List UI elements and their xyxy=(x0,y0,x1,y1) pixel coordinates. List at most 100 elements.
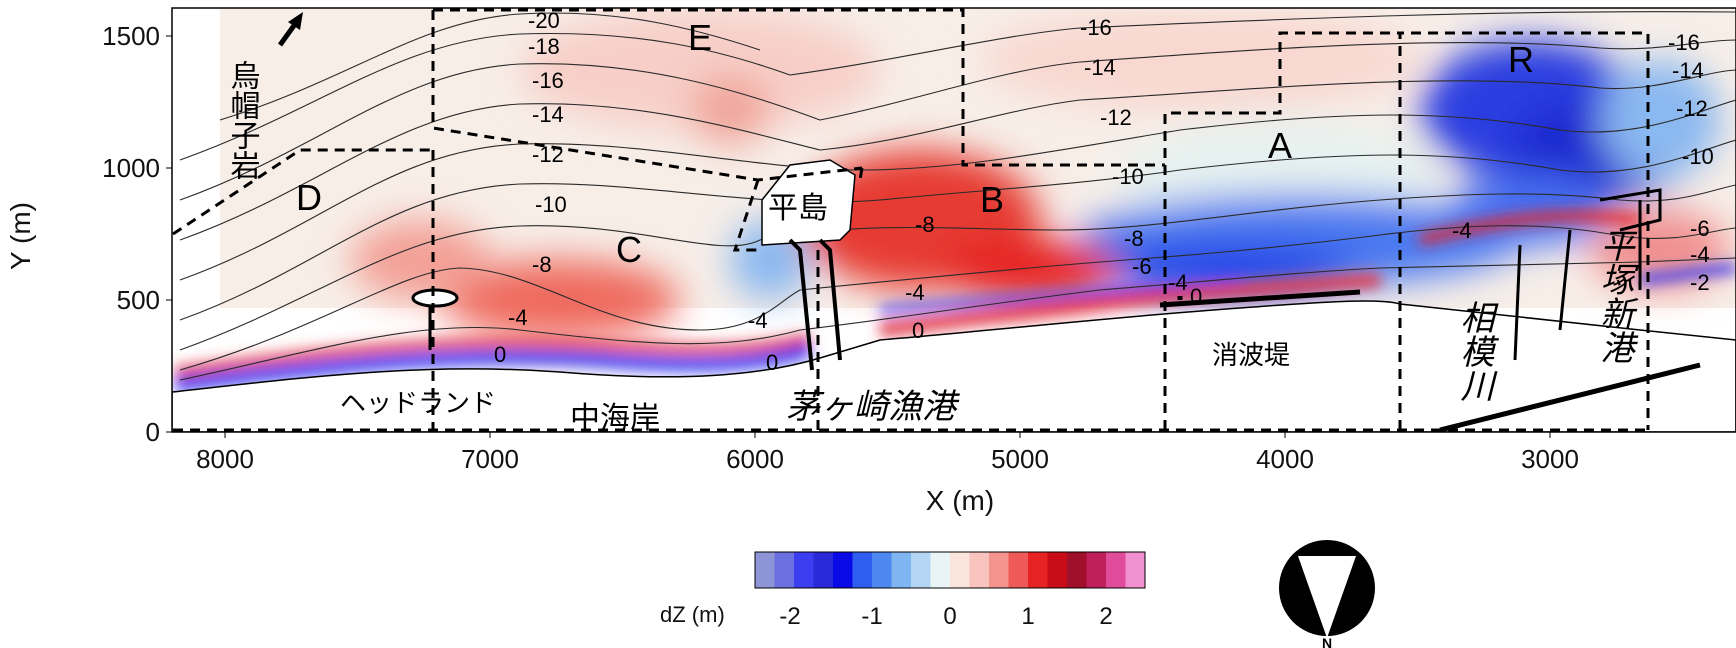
place-names: 烏帽子岩 平島 ヘッドランド 中海岸 茅ヶ崎漁港 消波堤 相模川 平塚新港 xyxy=(225,60,1635,436)
colorbar-cell xyxy=(1028,552,1048,588)
contour-label: -4 xyxy=(1690,242,1710,267)
colorbar-cell xyxy=(950,552,970,588)
contour-label: -4 xyxy=(1452,218,1472,243)
contour-label: -4 xyxy=(508,305,528,330)
contour-label: -12 xyxy=(1676,96,1708,121)
contour-label: -10 xyxy=(1112,164,1144,189)
colorbar-cell xyxy=(755,552,775,588)
label-hiratsuka-new-port: 平塚新港 xyxy=(1594,228,1634,364)
colorbar-cells xyxy=(755,552,1146,588)
colorbar-cell xyxy=(833,552,853,588)
contour-label: -6 xyxy=(1690,216,1710,241)
contour-label: -14 xyxy=(532,102,564,127)
label-chigasaki-port: 茅ヶ崎漁港 xyxy=(786,387,960,427)
contour-label: -14 xyxy=(1672,58,1704,83)
contour-label: -16 xyxy=(1080,15,1112,40)
x-tick: 7000 xyxy=(461,444,519,474)
label-breakwater: 消波堤 xyxy=(1212,341,1290,371)
colorbar-tick: 2 xyxy=(1099,603,1112,630)
region-label-b: B xyxy=(980,179,1004,220)
contour-label: -14 xyxy=(1084,55,1116,80)
x-tick: 8000 xyxy=(196,444,254,474)
colorbar-tick: -2 xyxy=(779,603,800,630)
x-tick: 4000 xyxy=(1256,444,1314,474)
contour-labels: -20 -18 -16 -14 -12 -10 -8 -4 0 -4 0 -8 … xyxy=(494,8,1714,375)
contour-label: -4 xyxy=(905,280,925,305)
colorbar: dZ (m) -2 -1 0 1 2 xyxy=(660,551,1146,630)
y-axis-title: Y (m) xyxy=(5,202,36,270)
region-labels: A B C D E R xyxy=(296,17,1534,270)
contour-label: 0 xyxy=(1190,284,1202,309)
label-headland: ヘッドランド xyxy=(340,389,496,419)
contour-label: -6 xyxy=(1132,254,1152,279)
label-eboshi-rock: 烏帽子岩 xyxy=(225,60,261,180)
colorbar-cell xyxy=(930,552,951,588)
colorbar-cell xyxy=(794,552,814,588)
contour-label: 0 xyxy=(766,350,778,375)
plot-frame xyxy=(171,7,1736,433)
region-label-a: A xyxy=(1268,125,1292,166)
contour-label: -4 xyxy=(1168,270,1188,295)
colorbar-cell xyxy=(774,552,795,588)
eboshi-rock-arrow xyxy=(277,12,303,47)
north-label: N xyxy=(1322,635,1332,648)
colorbar-cell xyxy=(852,552,873,588)
colorbar-cell xyxy=(1047,552,1068,588)
contour-label: -18 xyxy=(528,34,560,59)
colorbar-frame xyxy=(754,551,1146,589)
x-tick: 3000 xyxy=(1521,444,1579,474)
label-sagami-river: 相模川 xyxy=(1454,300,1494,402)
label-naka-kaigan: 中海岸 xyxy=(570,401,660,436)
contour-label: -16 xyxy=(1668,30,1700,55)
plot-area xyxy=(172,8,1736,432)
colorbar-cell xyxy=(969,552,990,588)
x-tick: 6000 xyxy=(726,444,784,474)
railway-line xyxy=(1439,362,1701,432)
contour-label: -10 xyxy=(535,192,567,217)
region-label-d: D xyxy=(296,177,322,218)
y-tick: 1500 xyxy=(102,21,160,51)
nearshore-bands xyxy=(174,211,1736,392)
colorbar-cell xyxy=(1008,552,1029,588)
colorbar-tick: -1 xyxy=(861,603,882,630)
contour-label: -8 xyxy=(1124,226,1144,251)
contour-label: -8 xyxy=(915,212,935,237)
contour-label: -12 xyxy=(1100,105,1132,130)
hiratsuka-port-jetty xyxy=(1599,188,1662,232)
y-tick: 1000 xyxy=(102,153,160,183)
colorbar-cell xyxy=(813,552,834,588)
chigasaki-port-breakwater xyxy=(788,238,842,371)
y-tick: 0 xyxy=(146,417,160,447)
contour-label: -10 xyxy=(1682,144,1714,169)
y-tick: 500 xyxy=(117,285,160,315)
colorbar-cell xyxy=(891,552,912,588)
contour-label: -12 xyxy=(532,142,564,167)
colorbar-cell xyxy=(1106,552,1126,588)
contour-label: 0 xyxy=(912,318,924,343)
dz-color-field xyxy=(350,10,1730,340)
x-tick: 5000 xyxy=(991,444,1049,474)
contour-label: -16 xyxy=(532,68,564,93)
colorbar-cell xyxy=(1067,552,1087,588)
x-axis: 8000 7000 6000 5000 4000 3000 X (m) xyxy=(196,432,1579,516)
hiratsuka-island xyxy=(761,159,856,246)
contour-label: 0 xyxy=(494,342,506,367)
north-arrow: N xyxy=(1279,540,1375,648)
x-axis-title: X (m) xyxy=(926,485,994,516)
region-boundaries xyxy=(172,8,1650,432)
contour-label: -4 xyxy=(748,308,768,333)
colorbar-cell xyxy=(872,552,892,588)
headland-structure xyxy=(411,288,459,308)
colorbar-cell xyxy=(1086,552,1107,588)
depth-contours xyxy=(179,11,1736,381)
contour-label: -20 xyxy=(528,8,560,33)
contour-label: -2 xyxy=(1690,270,1710,295)
contour-label: -8 xyxy=(532,252,552,277)
region-label-e: E xyxy=(688,17,712,58)
y-axis: 0 500 1000 1500 Y (m) xyxy=(5,21,172,447)
region-label-c: C xyxy=(616,229,642,270)
colorbar-title: dZ (m) xyxy=(660,602,725,627)
colorbar-cell xyxy=(911,552,931,588)
label-hiratsuka: 平島 xyxy=(768,191,828,226)
